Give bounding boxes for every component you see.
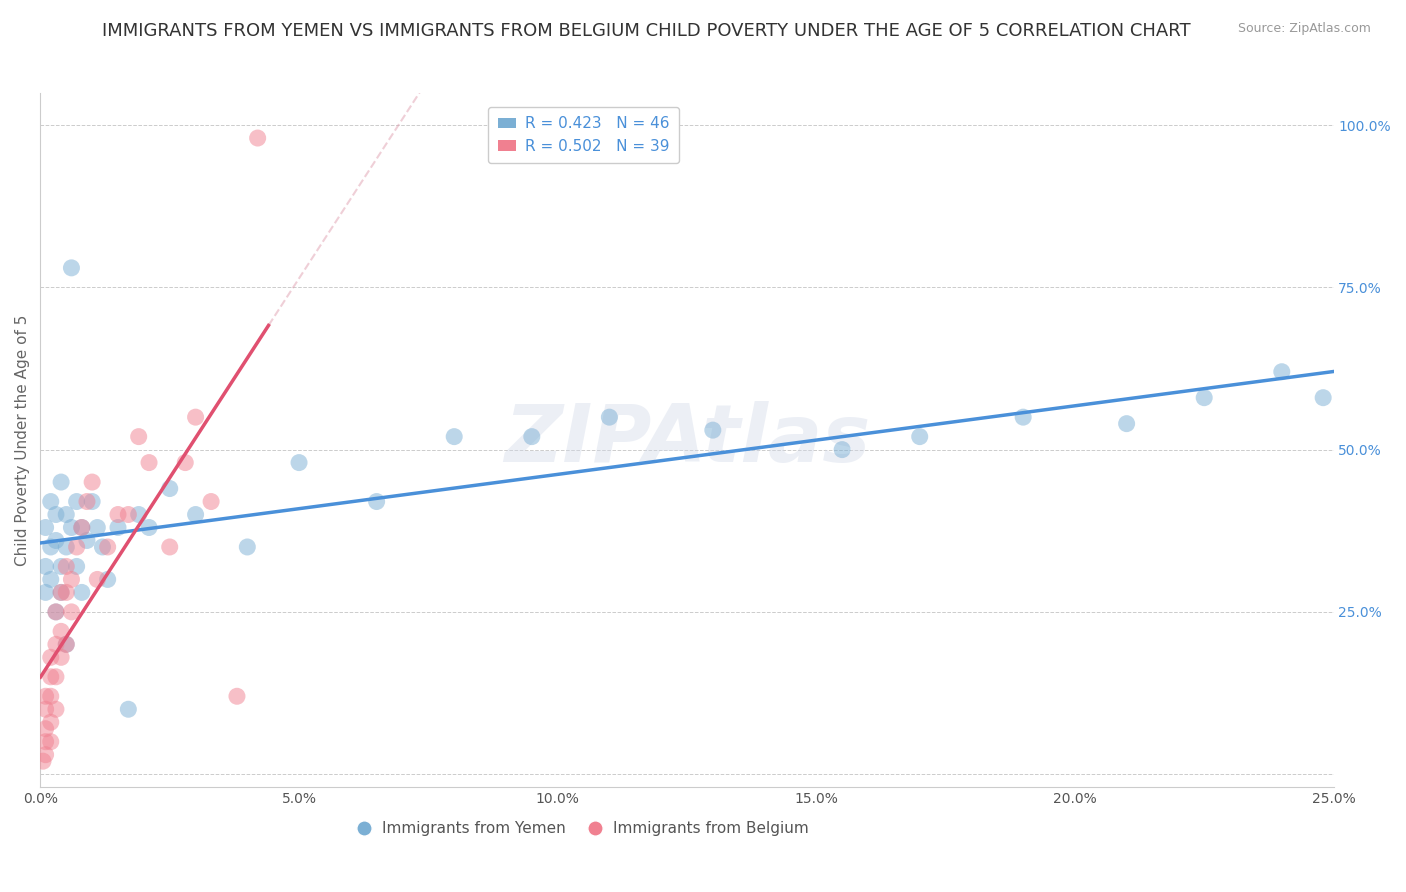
Point	[45, 702, 67, 716]
Point	[49, 624, 72, 639]
Point	[128, 508, 150, 522]
Point	[39, 670, 62, 684]
Point	[45, 508, 67, 522]
Point	[598, 410, 620, 425]
Point	[34, 722, 56, 736]
Point	[97, 540, 120, 554]
Point	[200, 494, 222, 508]
Point	[60, 520, 83, 534]
Point	[1271, 365, 1294, 379]
Point	[34, 559, 56, 574]
Point	[246, 131, 269, 145]
Point	[702, 423, 724, 437]
Text: ZIPAtlas: ZIPAtlas	[503, 401, 870, 479]
Point	[34, 702, 56, 716]
Point	[39, 540, 62, 554]
Point	[117, 508, 139, 522]
Point	[908, 429, 931, 443]
Point	[97, 573, 120, 587]
Point	[117, 702, 139, 716]
Point	[70, 585, 93, 599]
Point	[45, 637, 67, 651]
Point	[49, 650, 72, 665]
Point	[60, 605, 83, 619]
Point	[1312, 391, 1334, 405]
Point	[82, 475, 104, 489]
Text: Source: ZipAtlas.com: Source: ZipAtlas.com	[1237, 22, 1371, 36]
Text: IMMIGRANTS FROM YEMEN VS IMMIGRANTS FROM BELGIUM CHILD POVERTY UNDER THE AGE OF : IMMIGRANTS FROM YEMEN VS IMMIGRANTS FROM…	[103, 22, 1191, 40]
Point	[76, 533, 98, 548]
Point	[443, 429, 465, 443]
Point	[55, 559, 77, 574]
Point	[76, 494, 98, 508]
Point	[128, 429, 150, 443]
Point	[236, 540, 259, 554]
Point	[159, 540, 181, 554]
Point	[520, 429, 543, 443]
Point	[138, 456, 160, 470]
Point	[138, 520, 160, 534]
Legend: Immigrants from Yemen, Immigrants from Belgium: Immigrants from Yemen, Immigrants from B…	[352, 814, 815, 842]
Point	[184, 410, 207, 425]
Y-axis label: Child Poverty Under the Age of 5: Child Poverty Under the Age of 5	[15, 314, 30, 566]
Point	[70, 520, 93, 534]
Point	[107, 508, 129, 522]
Point	[60, 260, 83, 275]
Point	[39, 735, 62, 749]
Point	[34, 735, 56, 749]
Point	[366, 494, 388, 508]
Point	[82, 494, 104, 508]
Point	[39, 650, 62, 665]
Point	[49, 475, 72, 489]
Point	[91, 540, 114, 554]
Point	[1192, 391, 1215, 405]
Point	[49, 559, 72, 574]
Point	[70, 520, 93, 534]
Point	[49, 585, 72, 599]
Point	[60, 573, 83, 587]
Point	[45, 605, 67, 619]
Point	[86, 520, 108, 534]
Point	[65, 494, 87, 508]
Point	[55, 585, 77, 599]
Point	[49, 585, 72, 599]
Point	[1115, 417, 1137, 431]
Point	[184, 508, 207, 522]
Point	[55, 540, 77, 554]
Point	[1012, 410, 1035, 425]
Point	[65, 559, 87, 574]
Point	[86, 573, 108, 587]
Point	[226, 690, 249, 704]
Point	[45, 533, 67, 548]
Point	[34, 585, 56, 599]
Point	[831, 442, 853, 457]
Point	[34, 690, 56, 704]
Point	[55, 637, 77, 651]
Point	[39, 494, 62, 508]
Point	[34, 747, 56, 762]
Point	[34, 520, 56, 534]
Point	[107, 520, 129, 534]
Point	[32, 754, 55, 768]
Point	[45, 605, 67, 619]
Point	[39, 573, 62, 587]
Point	[55, 637, 77, 651]
Point	[45, 670, 67, 684]
Point	[288, 456, 311, 470]
Point	[174, 456, 197, 470]
Point	[39, 715, 62, 730]
Point	[159, 482, 181, 496]
Point	[55, 508, 77, 522]
Point	[39, 690, 62, 704]
Point	[65, 540, 87, 554]
